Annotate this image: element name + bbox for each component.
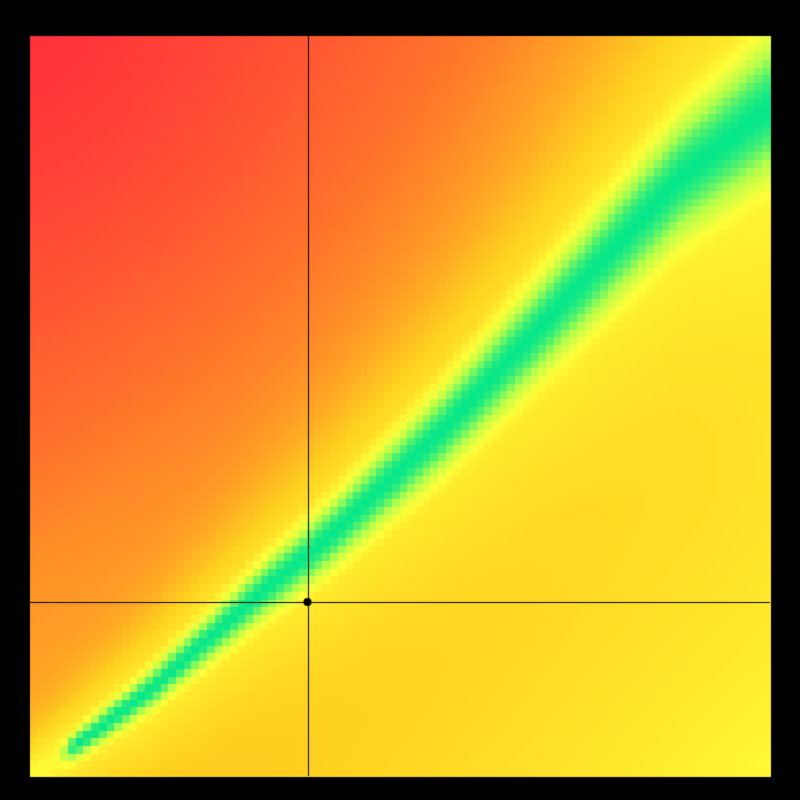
bottleneck-heatmap <box>0 0 800 800</box>
chart-container: TheBottleneck.com <box>0 0 800 800</box>
